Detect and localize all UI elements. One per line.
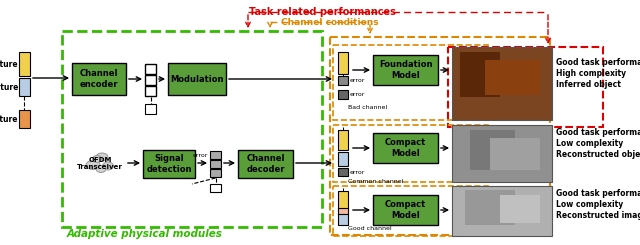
Bar <box>490 138 540 170</box>
Text: error: error <box>192 153 208 158</box>
Bar <box>338 130 348 150</box>
Text: High complexity: High complexity <box>556 69 626 77</box>
Text: Adaptive physical modules: Adaptive physical modules <box>67 229 223 239</box>
Bar <box>338 76 348 85</box>
Bar <box>62 31 322 227</box>
Bar <box>72 63 126 95</box>
Ellipse shape <box>102 162 113 170</box>
Bar <box>145 64 156 74</box>
Bar <box>460 52 500 97</box>
Text: error: error <box>350 170 365 174</box>
Text: error: error <box>350 91 365 97</box>
Bar <box>330 37 550 235</box>
Text: Channel
encoder: Channel encoder <box>80 69 118 89</box>
Bar <box>470 130 515 170</box>
Bar <box>338 90 348 99</box>
Text: Good channel: Good channel <box>348 225 392 231</box>
Bar <box>333 45 488 120</box>
Text: error: error <box>350 77 365 83</box>
Text: Task related performances: Task related performances <box>248 7 396 17</box>
Bar <box>338 152 348 166</box>
Bar <box>338 213 348 225</box>
Text: Channel conditions: Channel conditions <box>281 18 379 27</box>
Bar <box>373 195 438 225</box>
Bar <box>333 125 488 182</box>
Bar <box>168 63 226 95</box>
Text: Channel
decoder: Channel decoder <box>246 154 285 174</box>
Bar <box>338 168 348 176</box>
Text: Good task performance: Good task performance <box>556 188 640 197</box>
Bar <box>210 151 221 159</box>
Text: Inferred object: Inferred object <box>556 79 621 88</box>
Bar <box>448 47 603 127</box>
Bar <box>373 55 438 85</box>
Bar <box>338 191 348 211</box>
Text: Reconstructed object: Reconstructed object <box>556 149 640 159</box>
Bar <box>485 60 540 95</box>
Text: Compact
Model: Compact Model <box>385 138 426 158</box>
Bar <box>143 150 195 178</box>
Bar <box>210 184 221 192</box>
Bar <box>465 190 515 225</box>
Ellipse shape <box>86 160 100 170</box>
Bar <box>333 186 488 236</box>
Ellipse shape <box>93 156 102 162</box>
Text: Reconstructed image: Reconstructed image <box>556 210 640 220</box>
Bar <box>19 110 30 128</box>
Ellipse shape <box>96 153 108 161</box>
Bar <box>210 160 221 168</box>
Bar <box>19 52 30 76</box>
Bar <box>145 75 156 85</box>
Bar <box>452 125 552 182</box>
Bar <box>452 186 552 236</box>
Text: Key feature: Key feature <box>0 60 18 69</box>
Bar <box>452 47 552 120</box>
Text: Low complexity: Low complexity <box>556 138 623 147</box>
Text: Bad channel: Bad channel <box>348 105 387 110</box>
Bar <box>238 150 293 178</box>
Text: Good task performance: Good task performance <box>556 58 640 66</box>
Bar <box>500 195 540 223</box>
Ellipse shape <box>96 166 106 172</box>
Text: Modulation: Modulation <box>170 74 224 84</box>
Text: Good task performance: Good task performance <box>556 127 640 136</box>
Text: OFDM
Transceiver: OFDM Transceiver <box>77 157 123 170</box>
Text: Compact
Model: Compact Model <box>385 200 426 220</box>
Text: Irrelevant feature: Irrelevant feature <box>0 114 18 123</box>
Bar <box>210 169 221 177</box>
Bar <box>145 86 156 96</box>
Bar <box>338 208 348 214</box>
Bar <box>338 52 348 74</box>
Text: Signal
detection: Signal detection <box>147 154 192 174</box>
Bar <box>145 104 156 114</box>
Bar <box>373 133 438 163</box>
Text: Common channel: Common channel <box>348 179 403 184</box>
Text: Foundation
Model: Foundation Model <box>379 60 432 80</box>
Bar <box>19 78 30 96</box>
Text: Universal feature: Universal feature <box>0 83 18 91</box>
Text: Low complexity: Low complexity <box>556 199 623 208</box>
